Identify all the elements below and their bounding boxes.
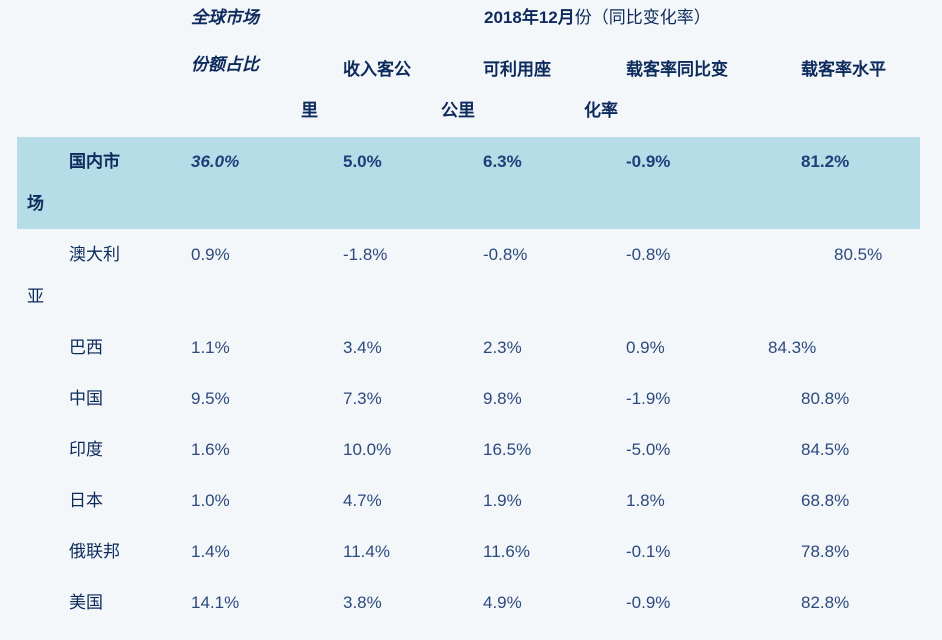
cell-load-level: 78.8% xyxy=(801,542,850,561)
header-load-level: 载客率水平 xyxy=(801,60,886,79)
cell-ask: 9.8% xyxy=(483,389,522,408)
cell-load-level: 68.8% xyxy=(801,491,850,510)
row-name-line2: 场 xyxy=(27,194,44,213)
row-name-line2: 亚 xyxy=(27,287,44,306)
cell-rpk: 3.4% xyxy=(343,338,382,357)
row-name-line1: 印度 xyxy=(69,440,103,459)
cell-load-change: -0.9% xyxy=(626,593,671,612)
cell-load-change: -0.8% xyxy=(626,245,671,264)
row-name-line1: 俄联邦 xyxy=(69,542,120,561)
cell-load-change: 0.9% xyxy=(626,338,665,357)
row-name-line1: 巴西 xyxy=(69,338,103,357)
cell-share: 0.9% xyxy=(191,245,230,264)
cell-rpk: 4.7% xyxy=(343,491,382,510)
row-name-line1: 国内市 xyxy=(69,152,120,171)
cell-share: 1.1% xyxy=(191,338,230,357)
cell-rpk: 5.0% xyxy=(343,152,382,171)
cell-rpk: -1.8% xyxy=(343,245,388,264)
header-rpk-line2: 里 xyxy=(301,101,318,120)
row-name-line1: 日本 xyxy=(69,491,103,510)
cell-ask: 4.9% xyxy=(483,593,522,612)
cell-ask: -0.8% xyxy=(483,245,528,264)
cell-load-change: -0.9% xyxy=(626,152,671,171)
row-name-line1: 澳大利 xyxy=(69,245,120,264)
cell-ask: 16.5% xyxy=(483,440,532,459)
header-load-change-line1: 载客率同比变 xyxy=(626,60,728,79)
cell-rpk: 11.4% xyxy=(343,542,390,561)
cell-share: 9.5% xyxy=(191,389,230,408)
cell-load-change: -0.1% xyxy=(626,542,671,561)
cell-share: 1.6% xyxy=(191,440,230,459)
cell-ask: 11.6% xyxy=(483,542,530,561)
row-name-line1: 中国 xyxy=(69,389,103,408)
cell-load-level: 81.2% xyxy=(801,152,850,171)
cell-load-level: 82.8% xyxy=(801,593,850,612)
cell-share: 1.0% xyxy=(191,491,230,510)
header-market-share-line2: 份额占比 xyxy=(191,55,259,74)
cell-rpk: 10.0% xyxy=(343,440,392,459)
cell-load-level: 80.5% xyxy=(834,245,883,264)
header-group-title-date: 2018年12月 xyxy=(484,8,575,27)
cell-load-change: 1.8% xyxy=(626,491,665,510)
header-rpk-line1: 收入客公 xyxy=(343,60,411,79)
cell-ask: 6.3% xyxy=(483,152,522,171)
cell-rpk: 3.8% xyxy=(343,593,382,612)
cell-load-level: 80.8% xyxy=(801,389,850,408)
cell-load-change: -5.0% xyxy=(626,440,671,459)
cell-share: 36.0% xyxy=(191,152,240,171)
header-load-change-line2: 化率 xyxy=(584,101,618,120)
highlight-row-background xyxy=(17,137,920,229)
header-group-title-rest: 份（同比变化率） xyxy=(574,8,711,27)
cell-share: 1.4% xyxy=(191,542,230,561)
cell-ask: 1.9% xyxy=(483,491,522,510)
cell-ask: 2.3% xyxy=(483,338,522,357)
row-name-line1: 美国 xyxy=(69,593,103,612)
cell-load-level: 84.3% xyxy=(768,338,817,357)
header-ask-line2: 公里 xyxy=(441,101,475,120)
cell-share: 14.1% xyxy=(191,593,240,612)
cell-load-level: 84.5% xyxy=(801,440,850,459)
header-group-title: 2018年12月份（同比变化率） xyxy=(484,8,711,28)
cell-load-change: -1.9% xyxy=(626,389,671,408)
header-ask-line1: 可利用座 xyxy=(483,60,551,79)
header-market-share-line1: 全球市场 xyxy=(191,8,259,27)
cell-rpk: 7.3% xyxy=(343,389,382,408)
